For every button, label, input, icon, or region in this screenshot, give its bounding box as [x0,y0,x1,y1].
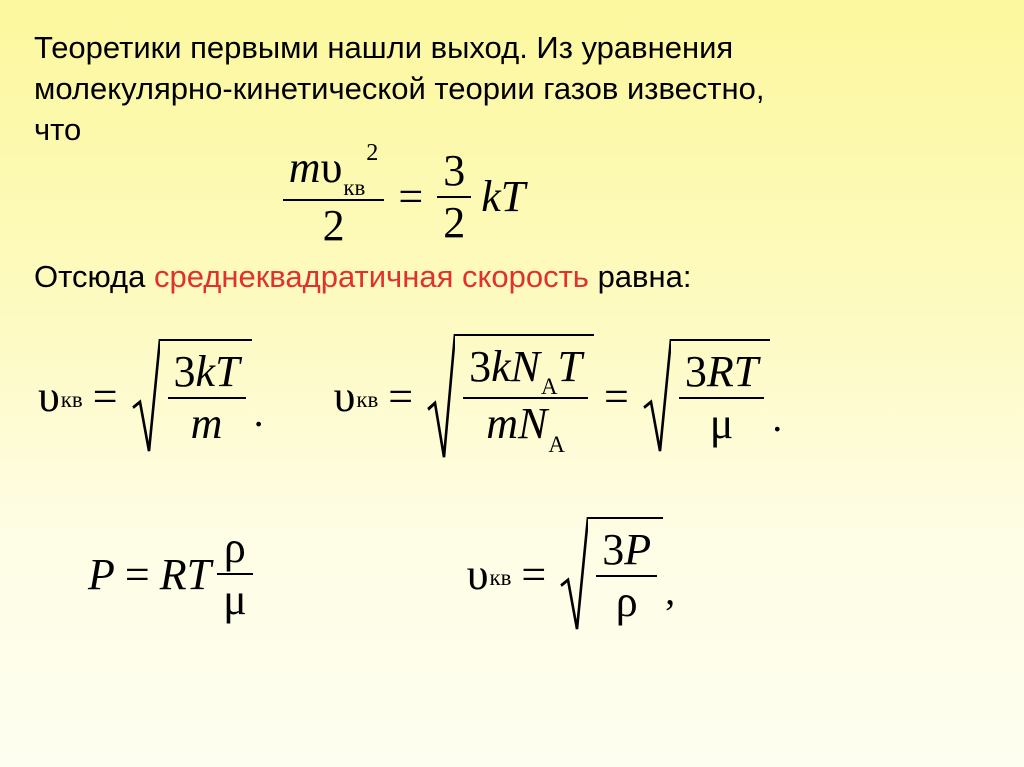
eq3-eq1: = [378,371,423,422]
eq3-m: m [486,399,518,448]
sym-T: T [501,172,525,221]
eq3-T: T [558,342,582,391]
paragraph-1-line-2: молекулярно-кинетической теории газов из… [34,69,990,110]
eq3-eq2: = [594,371,639,422]
eq2-eq: = [83,371,128,422]
eq2-dot: . [254,389,264,436]
eq5-comma: , [665,567,675,614]
eq4-P: P [88,549,115,600]
eq5-kv: кв [489,565,511,591]
eq2-k: k [196,347,216,396]
p2-b-highlight: среднеквадратичная скорость [154,259,589,294]
equation-2: υкв = 3kT m . [38,339,264,453]
eq2-upsilon: υ [38,371,60,422]
op-eq: = [388,171,433,222]
equation-1: mυкв2 2 = 3 2 kT [34,143,990,251]
sym-upsilon: υ [321,143,343,192]
eq5-upsilon: υ [467,549,489,600]
eq4-T: T [187,549,211,600]
eq4-R: R [160,549,187,600]
equation-row-2-3: υкв = 3kT m . υкв = 3kNA [34,334,990,460]
num-3: 3 [437,146,471,196]
den-2: 2 [317,201,351,251]
eq2-3: 3 [174,347,196,396]
eq5-3: 3 [602,525,624,574]
radical-icon [560,517,588,631]
sub-kv: кв [343,175,365,200]
equation-row-4-5: P = RT ρ μ υкв = 3P ρ , [34,517,990,631]
eq3-A2: A [548,432,565,457]
eq3-A1: A [541,374,558,399]
eq2-kv: кв [61,387,83,413]
equation-5: υкв = 3P ρ , [467,517,675,631]
sym-m: m [289,143,321,192]
eq3-N1: N [511,342,540,391]
paragraph-2: Отсюда среднеквадратичная скорость равна… [34,257,990,298]
eq5-rho: ρ [616,577,638,626]
equation-4: P = RT ρ μ [88,523,257,625]
equation-3: υкв = 3kNAT mNA = 3RT [334,334,783,460]
p2-c: равна: [589,259,692,294]
den-2b: 2 [437,198,471,248]
eq4-mu: μ [223,575,247,624]
eq3-T2: T [734,347,758,396]
p2-a: Отсюда [34,259,154,294]
eq2-m: m [191,399,223,448]
eq5-eq: = [511,549,556,600]
eq3-N2: N [518,399,547,448]
eq3-3a: 3 [469,342,491,391]
radical-icon [643,339,671,453]
radical-icon [427,334,455,460]
eq3-dot: . [772,394,782,441]
eq4-rho: ρ [224,523,246,572]
eq3-mu: μ [710,399,734,448]
eq5-P: P [624,525,651,574]
radical-icon [132,339,160,453]
eq3-upsilon: υ [334,371,356,422]
eq4-eq: = [115,549,160,600]
eq3-k: k [491,342,511,391]
eq3-R: R [707,347,734,396]
paragraph-1-line-1: Теоретики первыми нашли выход. Из уравне… [34,28,990,69]
eq3-3b: 3 [685,347,707,396]
sym-k: k [481,172,501,221]
sup-2: 2 [366,139,378,166]
eq2-T: T [215,347,239,396]
eq3-kv: кв [356,387,378,413]
